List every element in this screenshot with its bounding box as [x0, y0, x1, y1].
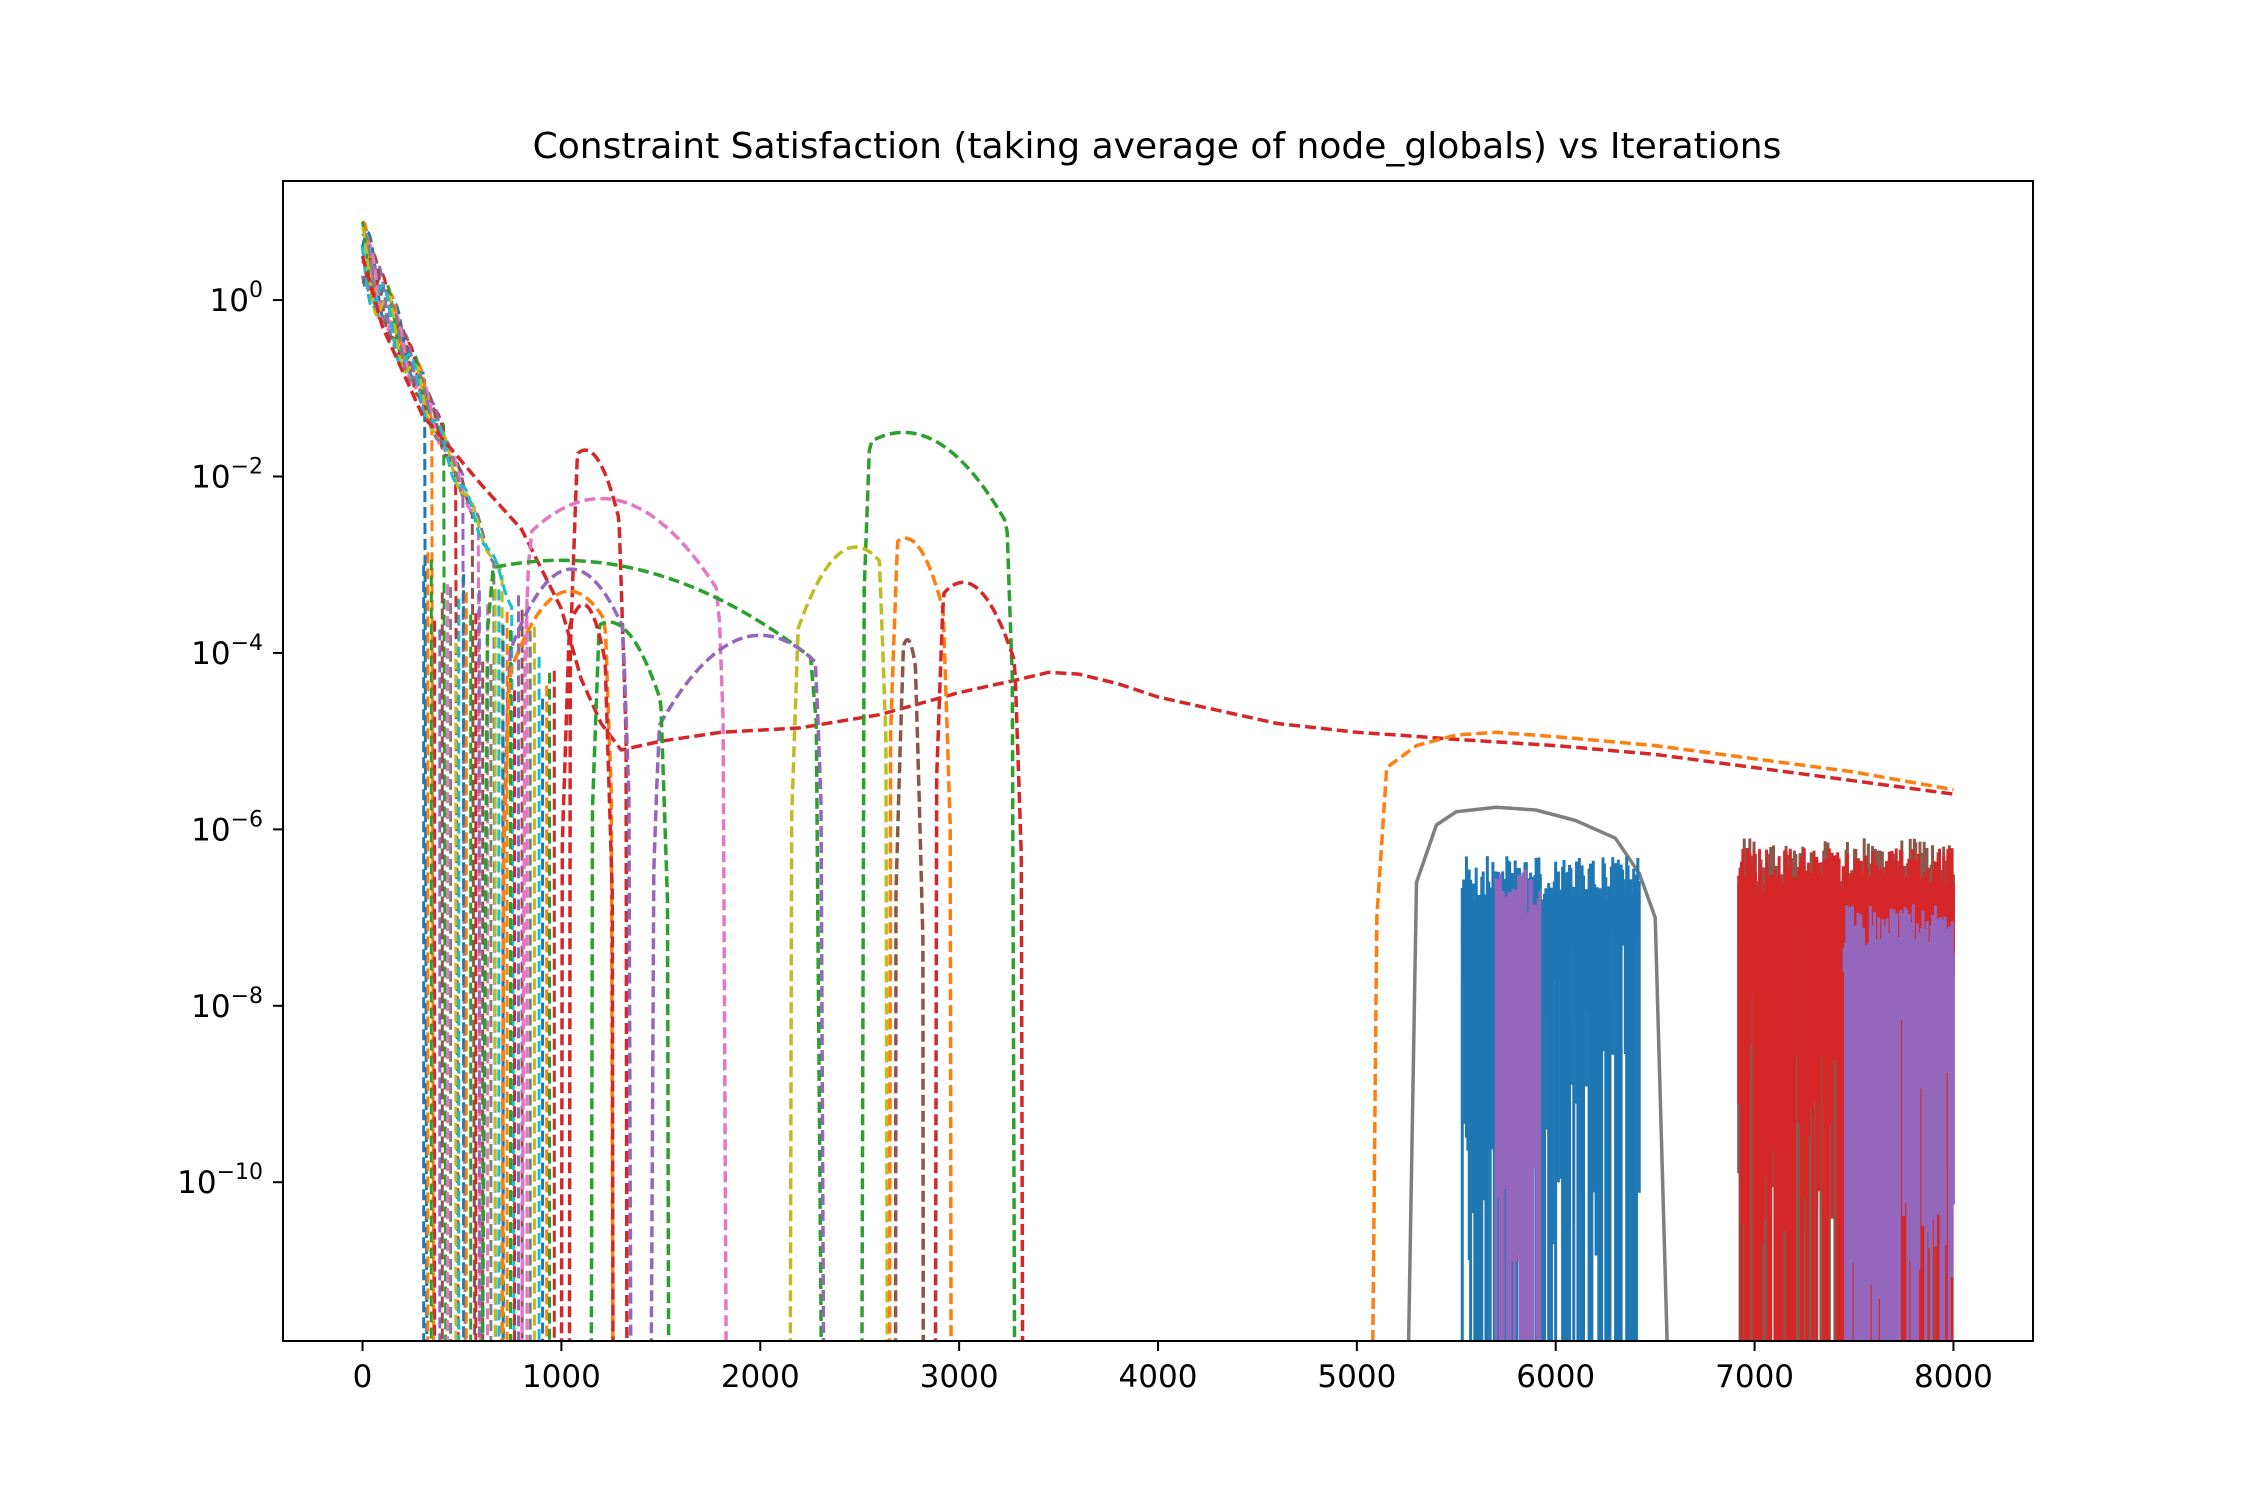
y-tick-exponent: 0 — [249, 278, 263, 303]
arch-series-line — [860, 430, 1017, 1341]
y-tick-base: 10 — [191, 460, 230, 496]
arch-series-line — [500, 589, 615, 1341]
plot-area — [360, 220, 1955, 1341]
arch-series-line — [520, 496, 728, 1341]
arch-series-line — [589, 620, 671, 1341]
y-tick-exponent: −4 — [231, 631, 263, 656]
x-tick-label: 8000 — [1914, 1359, 1993, 1395]
x-tick-label: 6000 — [1516, 1359, 1595, 1395]
y-tick-base: 10 — [210, 283, 249, 319]
arch-series-line — [788, 545, 890, 1341]
y-tick-label: 10−4 — [191, 631, 263, 672]
x-tick-label: 5000 — [1317, 1359, 1396, 1395]
arch-series-line — [567, 448, 629, 1341]
y-tick-base: 10 — [191, 812, 230, 848]
series-line — [360, 255, 1954, 796]
y-tick-label: 10−6 — [191, 807, 263, 848]
early-series-line — [361, 246, 460, 1341]
y-tick-exponent: −6 — [231, 807, 263, 832]
arch-series-line — [887, 536, 953, 1341]
y-tick-label: 10−8 — [191, 984, 263, 1025]
arch-series-line — [649, 633, 826, 1341]
chart-title: Constraint Satisfaction (taking average … — [533, 126, 1782, 167]
y-tick-label: 10−10 — [177, 1160, 263, 1201]
series-line — [1371, 730, 1954, 1341]
y-tick-exponent: −8 — [231, 984, 263, 1009]
early-series-line — [361, 246, 516, 1341]
y-tick-exponent: −10 — [217, 1160, 263, 1185]
arch-series-line — [933, 580, 1025, 1341]
arch-series-line — [893, 637, 925, 1341]
y-tick-exponent: −2 — [231, 455, 263, 480]
x-axis: 0 1000 2000 3000 4000 5000 6000 7000 8000 — [353, 1341, 1993, 1395]
y-tick-base: 10 — [177, 1165, 216, 1201]
arch-series-line — [559, 602, 615, 1341]
x-tick-label: 3000 — [920, 1359, 999, 1395]
x-tick-label: 0 — [353, 1359, 373, 1395]
y-tick-base: 10 — [191, 989, 230, 1025]
x-tick-label: 1000 — [522, 1359, 601, 1395]
x-tick-label: 2000 — [721, 1359, 800, 1395]
x-tick-label: 7000 — [1715, 1359, 1794, 1395]
y-tick-label: 100 — [210, 278, 263, 319]
y-tick-base: 10 — [191, 636, 230, 672]
early-series-line — [361, 252, 477, 1341]
x-tick-label: 4000 — [1119, 1359, 1198, 1395]
y-tick-label: 10−2 — [191, 455, 263, 496]
arch-series-line — [500, 567, 633, 1341]
series-line — [1406, 805, 1669, 1341]
